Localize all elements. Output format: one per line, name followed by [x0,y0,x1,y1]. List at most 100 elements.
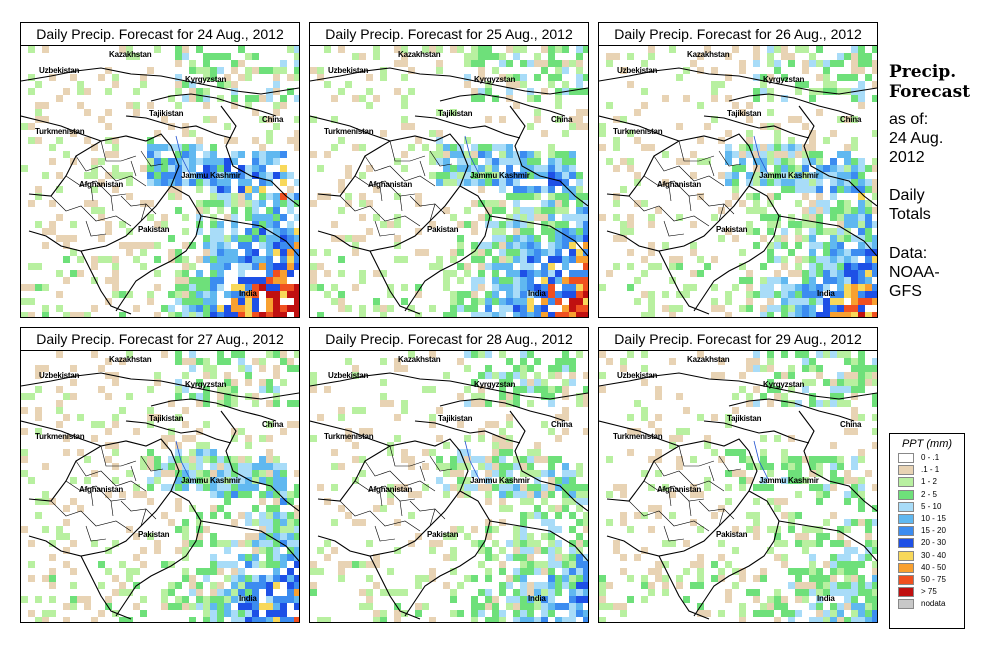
precip-cell [499,186,506,193]
precip-cell [259,158,266,165]
precip-cell [527,256,534,263]
precip-cell [858,193,865,200]
precip-cell [569,365,576,372]
precip-cell [252,603,259,610]
precip-cell [641,575,648,582]
precip-cell [844,372,851,379]
precip-cell [287,249,294,256]
precip-cell [259,144,266,151]
precip-cell [175,277,182,284]
precip-cell [196,526,203,533]
precip-cell [168,484,175,491]
precip-cell [359,172,366,179]
precip-cell [287,596,294,603]
precip-cell [112,540,119,547]
precip-cell [837,179,844,186]
precip-cell [231,249,238,256]
precip-cell [527,400,534,407]
precip-cell [231,284,238,291]
precip-cell [210,193,217,200]
precip-cell [154,46,161,53]
precip-cell [266,526,273,533]
precip-cell [359,95,366,102]
precip-cell [548,81,555,88]
precip-cell [464,484,471,491]
precip-cell [450,456,457,463]
precip-cell [492,200,499,207]
precip-cell [331,484,338,491]
precip-cell [837,582,844,589]
precip-cell [98,179,105,186]
country-boundary [489,520,588,562]
precip-cell [273,221,280,228]
precip-cell [457,456,464,463]
precip-cell [520,291,527,298]
precip-cell [294,400,299,407]
precip-cell [562,172,569,179]
precip-cell [175,442,182,449]
precip-cell [168,172,175,179]
precip-cell [478,400,485,407]
precip-cell [238,365,245,372]
precip-cell [317,414,324,421]
precip-cell [259,277,266,284]
precip-cell [830,463,837,470]
precip-cell [746,172,753,179]
precip-cell [732,284,739,291]
precip-cell [21,596,28,603]
precip-cell [795,88,802,95]
precip-cell [583,386,588,393]
precip-cell [739,200,746,207]
precip-cell [28,74,35,81]
precip-cell [112,610,119,617]
precip-cell [294,582,299,589]
precip-cell [217,284,224,291]
precip-cell [823,249,830,256]
precip-cell [133,53,140,60]
precip-cell [189,617,196,622]
precip-cell [238,277,245,284]
precip-cell [224,386,231,393]
precip-cell [161,596,168,603]
precip-cell [781,498,788,505]
precip-cell [266,435,273,442]
precip-cell [189,291,196,298]
precip-cell [217,312,224,317]
precip-cell [203,575,210,582]
precip-cell [760,610,767,617]
province-boundary [628,195,710,227]
country-boundary [693,490,780,617]
precip-cell [273,484,280,491]
precip-cell [795,568,802,575]
precip-cell [359,305,366,312]
precip-cell [280,477,287,484]
precip-cell [245,312,252,317]
precip-cell [851,312,858,317]
precip-cell [373,270,380,277]
precip-cell [394,242,401,249]
precip-cell [662,95,669,102]
precip-cell [739,470,746,477]
precip-cell [823,228,830,235]
precip-cell [217,617,224,622]
precip-cell [732,102,739,109]
precip-cell [851,372,858,379]
precip-cell [513,386,520,393]
precip-cell [655,561,662,568]
province-boundary [120,195,157,215]
precip-cell [527,547,534,554]
precip-cell [196,442,203,449]
precip-cell [816,312,823,317]
panel-title: Daily Precip. Forecast for 25 Aug., 2012 [310,23,588,46]
precip-cell [767,109,774,116]
precip-cell [774,144,781,151]
precip-cell [217,81,224,88]
precip-cell [294,263,299,270]
precip-cell [189,95,196,102]
precip-cell [492,284,499,291]
precip-cell [485,372,492,379]
precip-cell [231,428,238,435]
precip-cell [576,109,583,116]
precip-cell [485,463,492,470]
precip-cell [294,484,299,491]
